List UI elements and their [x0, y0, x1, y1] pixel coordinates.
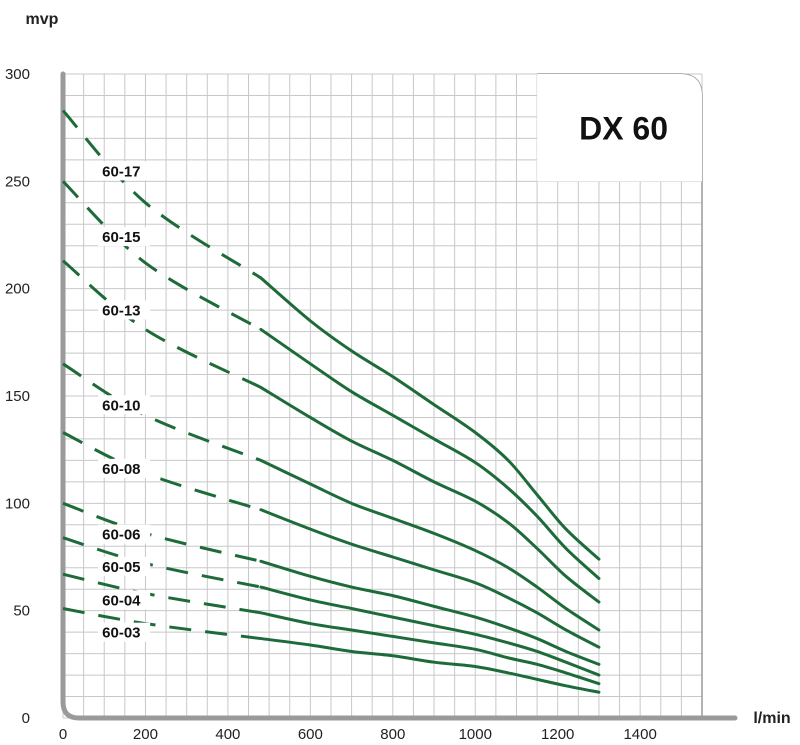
series-label-background	[98, 622, 151, 642]
y-axis-label: mvp	[26, 11, 59, 28]
series-label: 60-03	[102, 625, 140, 642]
series-label: 60-10	[102, 397, 140, 414]
series-label: 60-06	[102, 527, 140, 544]
series-label-background	[98, 590, 151, 610]
series-label-background	[98, 300, 151, 320]
x-tick-label: 400	[215, 726, 240, 743]
y-tick-label: 50	[13, 603, 30, 620]
x-axis-label: l/min	[753, 710, 790, 727]
title-box-background	[537, 74, 702, 182]
series-label-background	[98, 458, 151, 478]
series-line-dashed	[62, 431, 262, 512]
series-line	[259, 559, 601, 666]
x-tick-label: 1000	[459, 726, 492, 743]
series-line-dashed	[62, 259, 262, 389]
series-line	[259, 385, 601, 604]
series-line-dashed	[62, 607, 262, 641]
series-label: 60-15	[102, 229, 140, 246]
x-tick-label: 1400	[623, 726, 656, 743]
series-line-dashed	[61, 180, 262, 331]
x-tick-label: 1200	[541, 726, 574, 743]
series-label: 60-05	[102, 559, 140, 576]
y-tick-label: 0	[22, 710, 30, 727]
series-line-dashed	[62, 572, 262, 615]
title-box: DX 60	[537, 74, 702, 182]
series-line	[259, 611, 601, 686]
y-tick-label: 100	[5, 495, 30, 512]
series-line	[259, 276, 601, 561]
x-tick-label: 800	[380, 726, 405, 743]
series-label: 60-17	[102, 163, 140, 180]
series-line-dashed	[62, 362, 262, 462]
series-line-dashed	[61, 109, 262, 280]
chart-title: DX 60	[579, 111, 668, 147]
series-label-background	[98, 395, 151, 415]
x-tick-label: 0	[59, 726, 67, 743]
series-line	[259, 458, 601, 632]
series-line	[259, 637, 601, 694]
axis-line	[60, 71, 738, 721]
y-tick-label: 200	[5, 281, 30, 298]
series-label-background	[98, 556, 151, 576]
x-tick-label: 200	[133, 726, 158, 743]
series-line	[259, 508, 601, 649]
series-line-dashed	[62, 501, 262, 563]
series-line	[259, 327, 601, 580]
x-tick-label: 600	[298, 726, 323, 743]
series-label: 60-04	[102, 592, 141, 609]
series-line	[259, 585, 601, 677]
y-tick-label: 250	[5, 173, 30, 190]
series-label-background	[98, 227, 151, 247]
grid	[62, 73, 703, 719]
y-tick-label: 300	[5, 66, 30, 83]
series-label: 60-13	[102, 302, 140, 319]
series-label-background	[98, 161, 151, 181]
series-label: 60-08	[102, 461, 140, 478]
series-line-dashed	[62, 536, 262, 589]
y-tick-label: 150	[5, 388, 30, 405]
tick-labels: 0 200 400 600 800 1000 1200 1400 0 50 100 150 200 250…	[5, 66, 657, 743]
series-labels: 60-17 60-15 60-13 60-10 60-08 60-06 60-05 60-04…	[98, 161, 151, 642]
series-label-background	[98, 524, 151, 544]
